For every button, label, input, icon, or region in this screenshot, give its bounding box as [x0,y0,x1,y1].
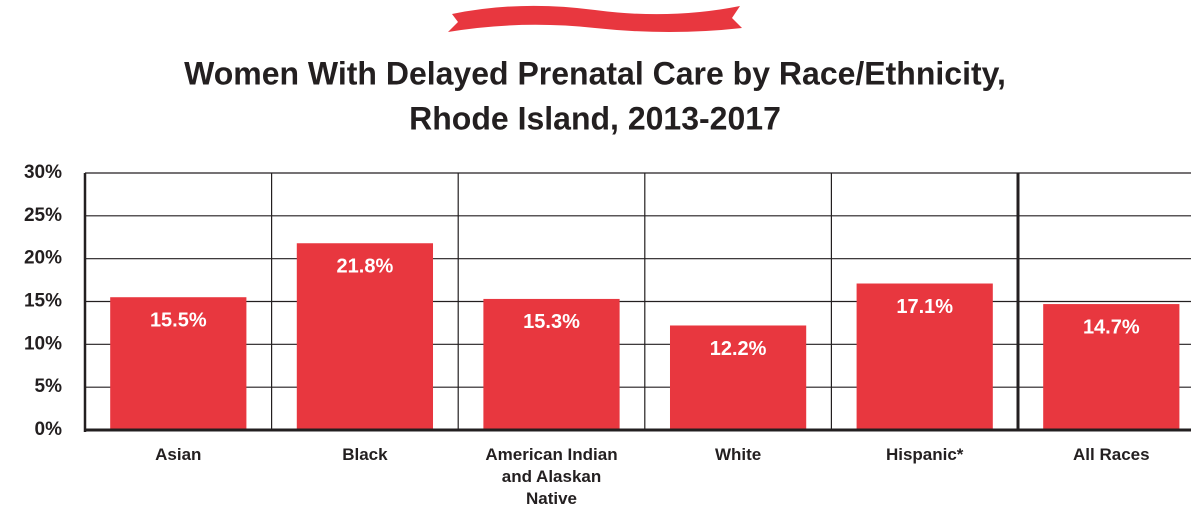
y-tick-label: 30% [24,162,62,183]
value-label: 15.5% [150,309,207,331]
x-tick-label: White [714,445,762,464]
value-label: 12.2% [710,338,767,360]
x-tick-label: Black [342,445,388,464]
y-tick-label: 15% [24,291,62,312]
chart-title: Women With Delayed Prenatal Care by Race… [184,55,1006,91]
y-tick-label: 20% [24,248,62,269]
value-label: 21.8% [337,256,394,278]
bar [483,298,620,430]
value-label: 17.1% [896,296,953,318]
value-label: 14.7% [1083,316,1140,338]
bar [296,243,434,430]
chart-title: Rhode Island, 2013-2017 [409,100,781,136]
y-tick-label: 0% [35,419,63,440]
ribbon [448,5,742,32]
y-tick-label: 10% [24,333,62,354]
x-tick-label: Asian [155,445,202,464]
bar [856,283,993,430]
bar [110,297,247,430]
value-label: 15.3% [523,311,580,333]
y-tick-label: 25% [24,205,62,226]
bar [669,325,807,430]
page: Women With Delayed Prenatal Care by Race… [24,5,1191,508]
x-tick-label: All Races [1073,445,1150,464]
y-tick-label: 5% [35,376,63,397]
chart: Women With Delayed Prenatal Care by Race… [24,5,1191,440]
x-tick-label: Hispanic* [885,445,964,464]
x-tick-label: American Indian and Alaskan Native [485,445,618,508]
bar [1043,304,1180,430]
